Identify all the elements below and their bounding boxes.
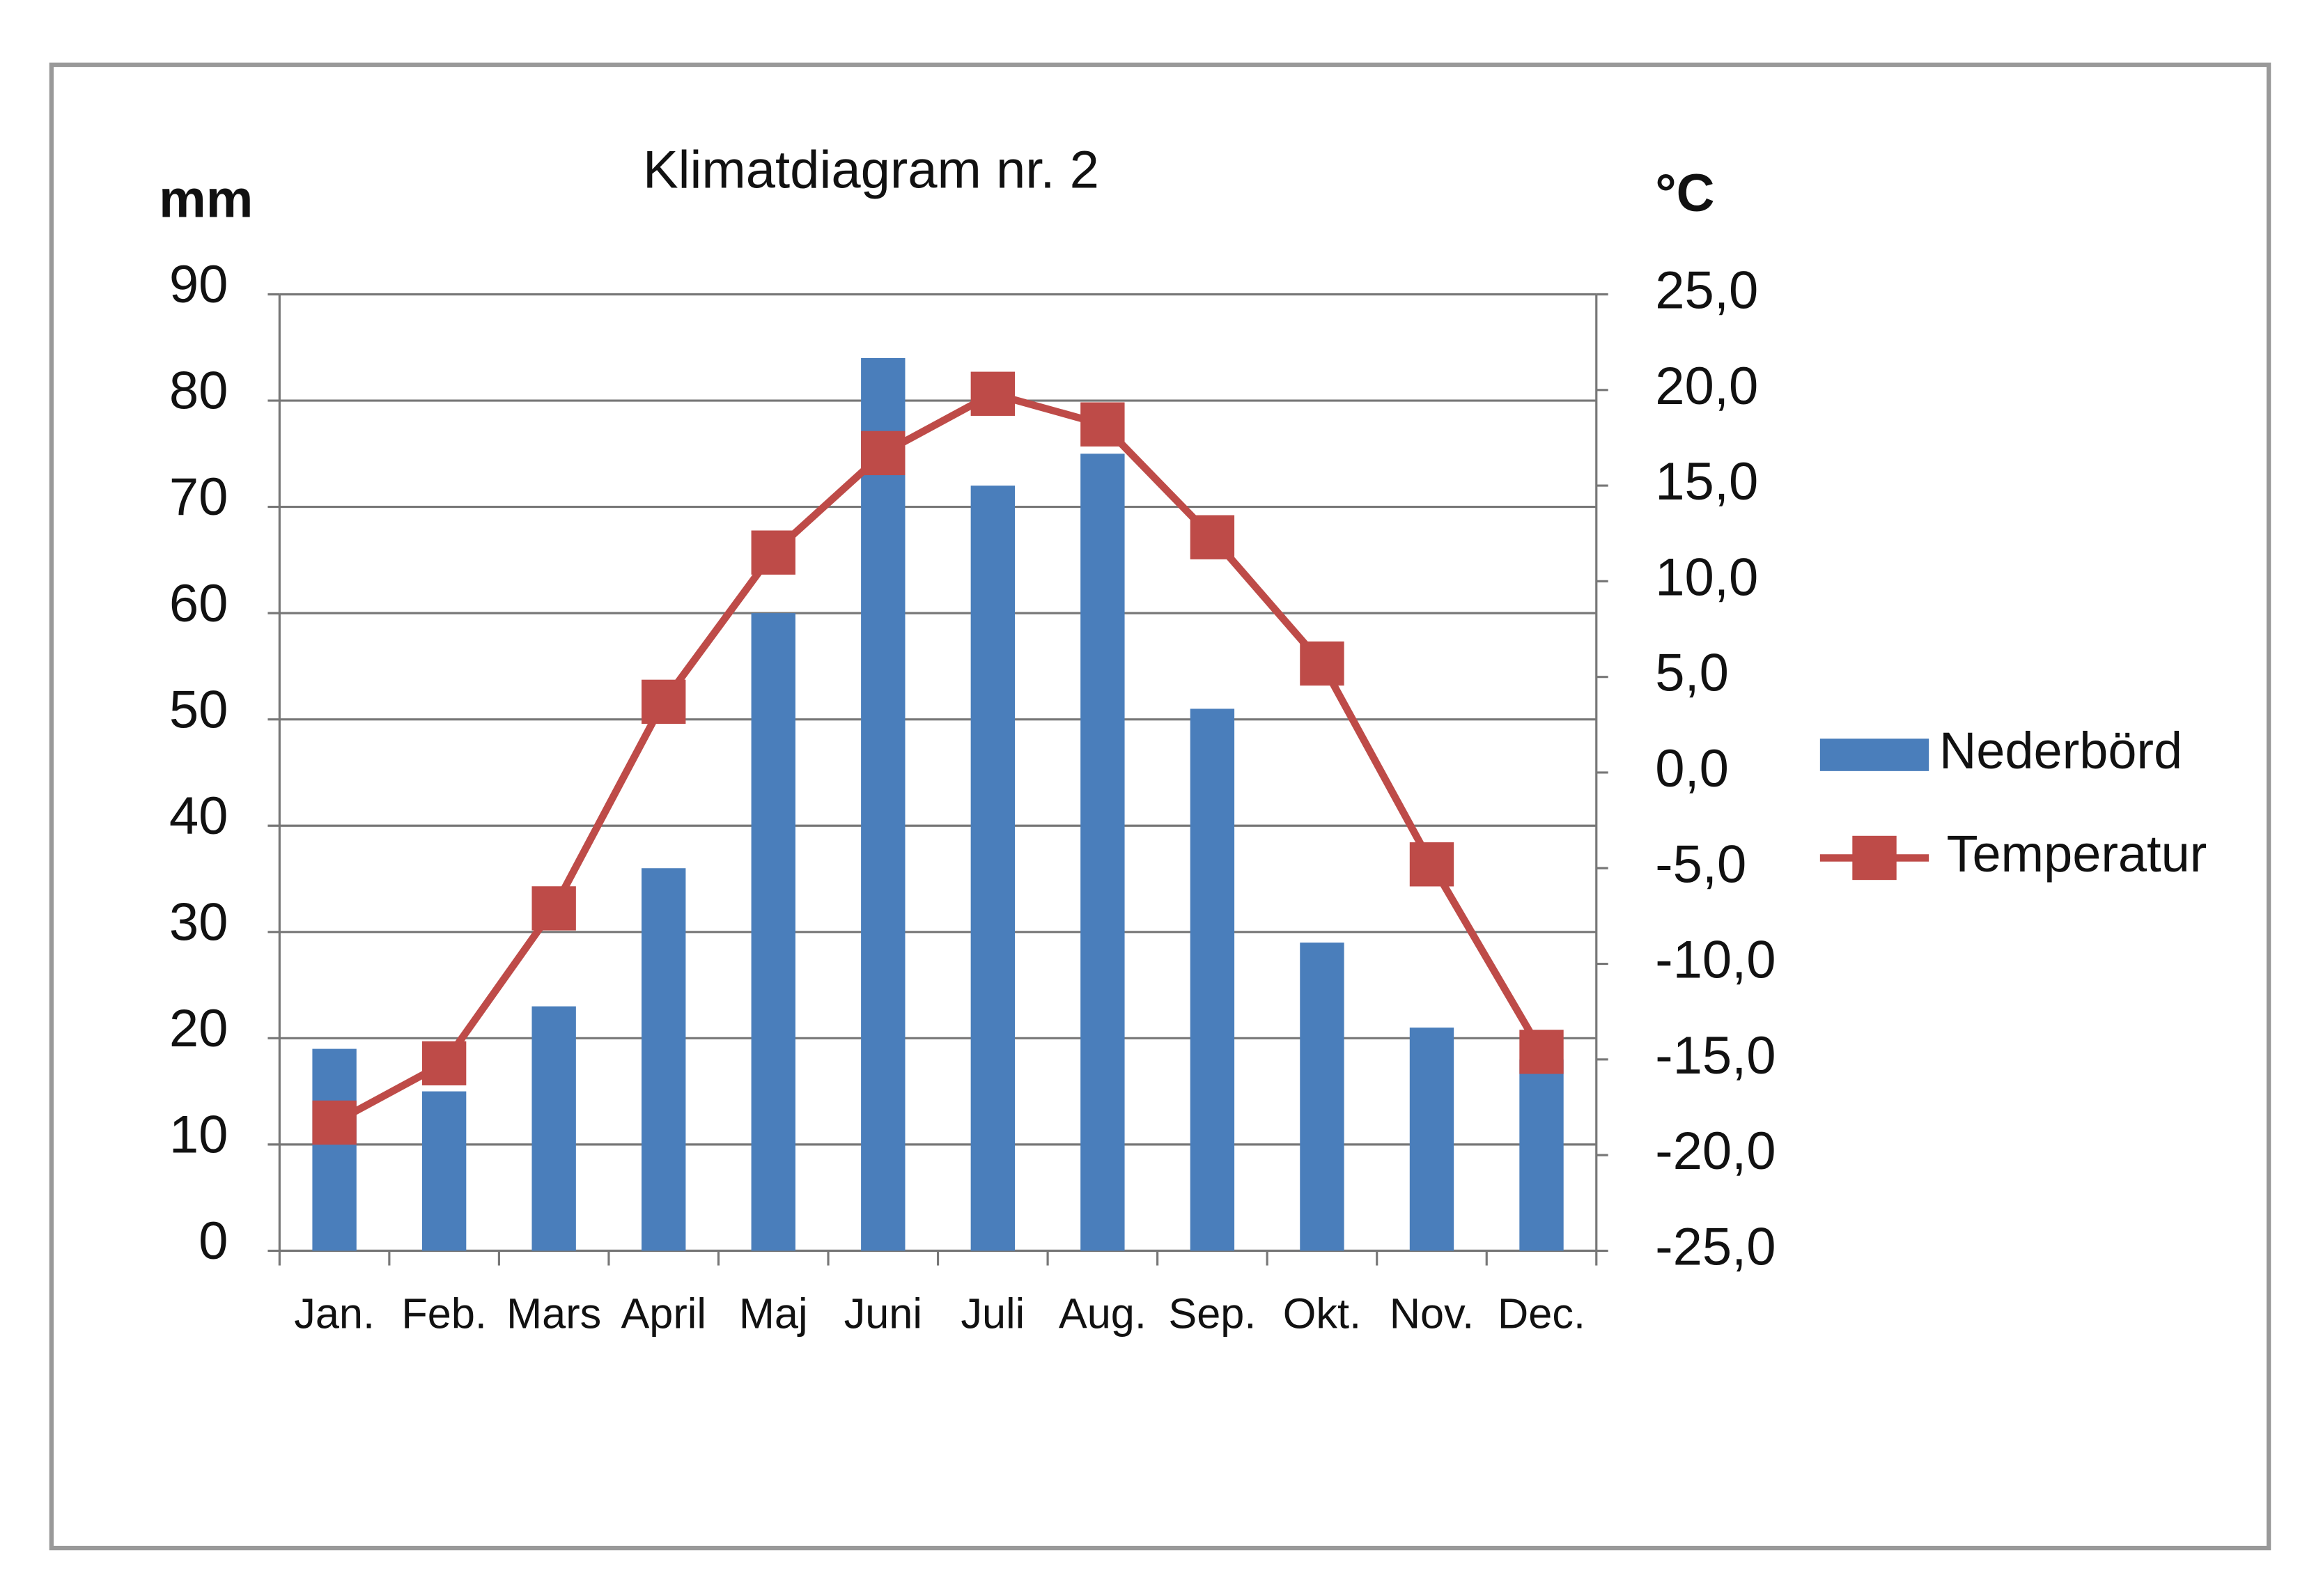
y-tick-label: 70 xyxy=(169,467,228,527)
y2-tick-label: -10,0 xyxy=(1655,931,1776,990)
y-tick-label: 30 xyxy=(169,892,228,952)
bar xyxy=(1519,1059,1564,1251)
bar xyxy=(421,1091,467,1251)
y2-axis-title: °C xyxy=(1655,164,1714,223)
y2-tick-label: 20,0 xyxy=(1655,357,1758,416)
marker xyxy=(970,371,1016,416)
bar xyxy=(861,358,906,1251)
marker xyxy=(531,886,576,931)
bar xyxy=(531,1006,576,1251)
x-tick-label: Dec. xyxy=(1498,1290,1585,1338)
legend-swatch xyxy=(1852,835,1897,881)
bar xyxy=(1190,708,1235,1251)
x-tick-label: Feb. xyxy=(401,1290,487,1338)
y-tick-label: 80 xyxy=(169,362,228,421)
y-tick-label: 60 xyxy=(169,574,228,633)
marker xyxy=(421,1041,467,1086)
bar xyxy=(642,868,686,1251)
y2-tick-label: 15,0 xyxy=(1655,452,1758,511)
y2-tick-label: -25,0 xyxy=(1655,1218,1776,1277)
legend-label: Temperatur xyxy=(1947,825,2207,883)
y2-tick-label: -15,0 xyxy=(1655,1026,1776,1085)
marker xyxy=(312,1100,357,1145)
x-tick-label: Okt. xyxy=(1283,1290,1361,1338)
marker xyxy=(1300,641,1344,686)
bar xyxy=(751,613,795,1251)
x-tick-label: Sep. xyxy=(1168,1290,1256,1338)
y2-tick-label: 10,0 xyxy=(1655,548,1758,607)
x-tick-label: Jan. xyxy=(294,1290,375,1338)
y-tick-label: 50 xyxy=(169,680,228,739)
chart-title: Klimatdiagram nr. 2 xyxy=(643,140,1099,199)
y2-tick-label: 0,0 xyxy=(1655,739,1729,798)
x-tick-label: Mars xyxy=(506,1290,601,1338)
y-tick-label: 0 xyxy=(199,1211,228,1271)
marker xyxy=(861,431,906,476)
x-tick-label: Juni xyxy=(844,1290,922,1338)
line xyxy=(332,389,1545,1126)
frame xyxy=(49,62,2271,1551)
y-tick-label: 40 xyxy=(169,787,228,846)
y-tick-label: 10 xyxy=(169,1106,228,1165)
y-tick-label: 90 xyxy=(169,255,228,314)
x-tick-label: Juli xyxy=(961,1290,1025,1338)
bar xyxy=(970,486,1016,1251)
y-axis-title: mm xyxy=(159,170,253,229)
bar xyxy=(312,1048,357,1251)
y-tick-label: 20 xyxy=(169,999,228,1058)
marker xyxy=(1409,842,1454,887)
y2-tick-label: 5,0 xyxy=(1655,644,1729,703)
marker xyxy=(1190,515,1235,559)
x-tick-label: Maj xyxy=(739,1290,808,1338)
x-tick-label: April xyxy=(621,1290,706,1338)
y2-tick-label: 25,0 xyxy=(1655,261,1758,320)
marker xyxy=(1080,402,1125,447)
y2-tick-label: -20,0 xyxy=(1655,1122,1776,1181)
marker xyxy=(1519,1030,1564,1074)
y2-tick-label: -5,0 xyxy=(1655,835,1746,894)
bar xyxy=(1300,943,1344,1251)
bar xyxy=(1409,1028,1454,1251)
x-tick-label: Aug. xyxy=(1059,1290,1147,1338)
legend-label: Nederbörd xyxy=(1939,722,2182,780)
marker xyxy=(642,679,686,725)
bar xyxy=(1080,454,1125,1251)
marker xyxy=(751,530,795,575)
x-tick-label: Nov. xyxy=(1390,1290,1474,1338)
legend-swatch xyxy=(1819,738,1929,771)
